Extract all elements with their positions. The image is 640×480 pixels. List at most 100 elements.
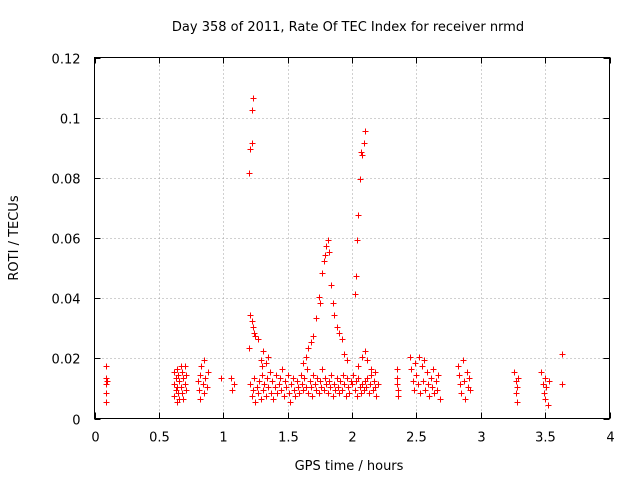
data-point [249, 318, 256, 325]
data-point [300, 360, 307, 367]
data-point [103, 363, 110, 370]
data-point [424, 369, 431, 376]
data-point [467, 387, 474, 394]
data-point [256, 378, 263, 385]
data-point [422, 387, 429, 394]
data-point [291, 387, 298, 394]
data-point [247, 146, 254, 153]
data-point [337, 378, 344, 385]
data-point [321, 387, 328, 394]
data-point [355, 363, 362, 370]
data-point [349, 381, 356, 388]
data-point [437, 396, 444, 403]
data-point [461, 378, 468, 385]
data-point [308, 339, 315, 346]
data-point [359, 354, 366, 361]
data-point [426, 393, 433, 400]
data-point [372, 369, 379, 376]
data-point [288, 381, 295, 388]
data-point [308, 384, 315, 391]
data-point [559, 351, 566, 358]
data-point [538, 369, 545, 376]
data-point [201, 390, 208, 397]
data-point [431, 390, 438, 397]
data-point [250, 387, 257, 394]
data-point [321, 258, 328, 265]
data-point [254, 384, 261, 391]
data-point [255, 390, 262, 397]
data-point [180, 396, 187, 403]
data-point [229, 387, 236, 394]
data-point [339, 336, 346, 343]
x-axis-label: GPS time / hours [295, 459, 404, 474]
data-point [204, 384, 211, 391]
data-point [258, 357, 265, 364]
data-point [353, 273, 360, 280]
data-point [317, 378, 324, 385]
data-point [179, 390, 186, 397]
data-point [330, 393, 337, 400]
data-point [395, 393, 402, 400]
data-point [419, 363, 426, 370]
x-tick-label: 0.5 [149, 431, 170, 446]
data-point [428, 375, 435, 382]
data-point [171, 381, 178, 388]
data-point [455, 363, 462, 370]
x-tick-label: 2 [348, 431, 356, 446]
data-point [264, 375, 271, 382]
data-point [104, 378, 111, 385]
data-point [546, 378, 553, 385]
data-point [309, 393, 316, 400]
data-point [313, 387, 320, 394]
data-point [327, 384, 334, 391]
data-point [350, 372, 357, 379]
data-point [328, 282, 335, 289]
data-point [282, 378, 289, 385]
y-tick-label: 0 [72, 414, 80, 429]
data-point [317, 300, 324, 307]
data-point [331, 381, 338, 388]
y-axis-label: ROTI / TECUs [7, 195, 22, 280]
data-point [355, 212, 362, 219]
data-point [252, 333, 259, 340]
data-point [246, 345, 253, 352]
data-point [358, 149, 365, 156]
data-point [433, 378, 440, 385]
data-point [251, 330, 258, 337]
data-point [331, 312, 338, 319]
data-point [273, 372, 280, 379]
data-point [174, 366, 181, 373]
data-point [466, 375, 473, 382]
data-point [344, 357, 351, 364]
data-point [195, 378, 202, 385]
data-point [298, 372, 305, 379]
data-point [283, 384, 290, 391]
x-tick-label: 3 [477, 431, 485, 446]
data-point [290, 375, 297, 382]
data-point [316, 390, 323, 397]
data-point [394, 366, 401, 373]
data-point [373, 393, 380, 400]
data-point [334, 375, 341, 382]
data-point [541, 390, 548, 397]
data-point [312, 381, 319, 388]
gridlines [94, 57, 610, 419]
data-point [394, 375, 401, 382]
data-point [197, 396, 204, 403]
data-point [358, 390, 365, 397]
data-point [103, 375, 110, 382]
data-point [278, 387, 285, 394]
data-point [301, 375, 308, 382]
data-point [249, 393, 256, 400]
data-point [319, 366, 326, 373]
data-point [268, 390, 275, 397]
data-point [247, 312, 254, 319]
data-point [456, 372, 463, 379]
data-point [294, 378, 301, 385]
data-point [363, 384, 370, 391]
data-point [372, 384, 379, 391]
data-point [408, 366, 415, 373]
data-point [357, 176, 364, 183]
data-point [355, 375, 362, 382]
data-point [464, 369, 471, 376]
